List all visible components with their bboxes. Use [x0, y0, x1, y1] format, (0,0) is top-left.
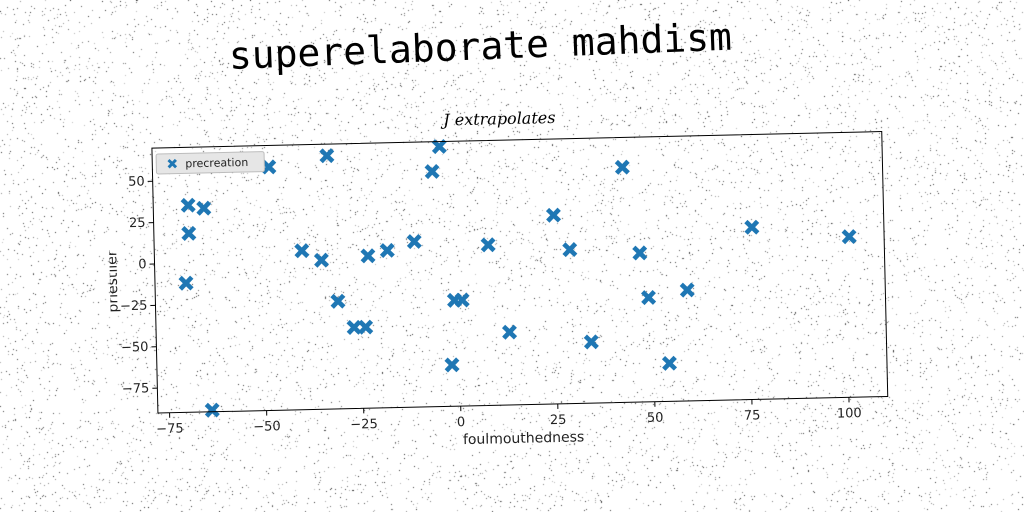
x-tick-label: −75: [156, 421, 184, 437]
x-tick-label: 50: [647, 411, 664, 426]
data-point: [614, 159, 630, 175]
y-tick-label: 25: [129, 216, 146, 231]
data-point: [562, 242, 578, 258]
x-tick-label: 75: [744, 408, 761, 423]
chart: J extrapolates −75 −50 −25 0 25 50 75 100 −75 −5…: [106, 91, 914, 469]
data-point: [641, 289, 657, 306]
y-tick-label: 0: [138, 257, 147, 272]
y-tick-label: −75: [122, 381, 150, 397]
data-point: [424, 163, 440, 180]
legend-marker-x: [167, 158, 178, 169]
data-point: [583, 334, 599, 350]
data-point: [346, 319, 362, 335]
x-tick-label: 25: [550, 413, 567, 428]
data-point: [379, 242, 395, 258]
data-point: [196, 200, 212, 216]
data-point: [330, 293, 346, 309]
data-point: [444, 357, 460, 373]
data-point: [454, 292, 470, 308]
y-tick-label: −25: [120, 299, 148, 315]
data-point: [178, 275, 194, 291]
data-point: [406, 233, 422, 250]
y-axis-label: priestlier: [106, 250, 122, 313]
data-point: [313, 252, 330, 268]
x-axis-label: foulmouthedness: [463, 429, 585, 448]
x-tick-label: 100: [837, 406, 862, 422]
data-point: [181, 225, 197, 241]
y-tick-label: 50: [128, 174, 145, 189]
data-point: [480, 237, 496, 253]
data-point: [360, 248, 376, 264]
data-point: [431, 138, 447, 155]
legend: precreation: [155, 151, 265, 175]
data-point: [545, 207, 562, 223]
data-point: [661, 355, 678, 371]
data-point: [319, 148, 335, 164]
data-point: [358, 319, 374, 335]
data-point: [632, 245, 648, 261]
data-point: [679, 282, 695, 298]
legend-label: precreation: [185, 156, 248, 170]
data-point: [501, 324, 518, 340]
data-point: [180, 197, 196, 213]
data-point: [261, 159, 277, 175]
legend-box: [155, 151, 265, 175]
x-tick-label: −50: [253, 419, 281, 435]
x-tick-label: −25: [350, 417, 378, 433]
y-tick-label: −50: [121, 340, 149, 356]
data-point: [294, 243, 310, 259]
legend-marker: [167, 158, 178, 169]
data-point: [204, 402, 220, 418]
plot-frame: [151, 131, 889, 414]
chart-title: J extrapolates: [440, 108, 556, 130]
data-point: [841, 229, 857, 245]
scatter-chart: J extrapolates −75 −50 −25 0 25 50 75 100 −75 −5…: [106, 108, 889, 448]
data-point: [744, 219, 760, 235]
x-tick-label: 0: [457, 415, 466, 430]
